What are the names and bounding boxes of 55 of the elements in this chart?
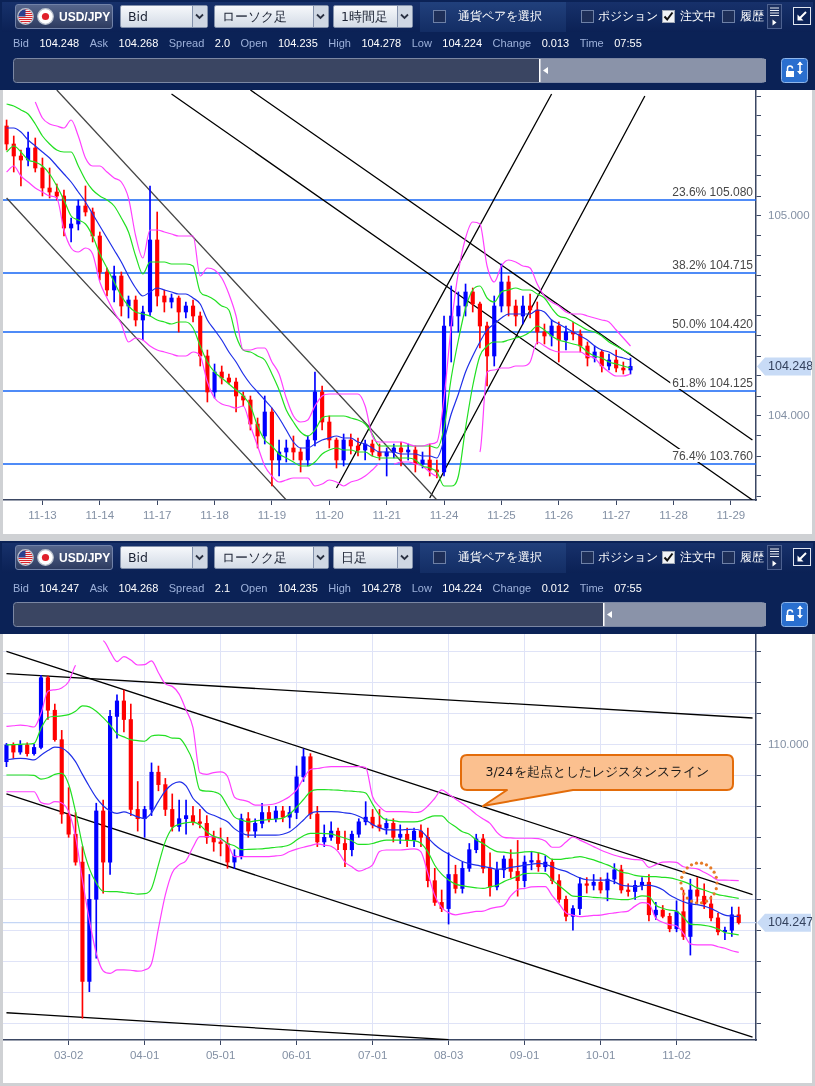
x-tick-label: 03-02 — [53, 1049, 84, 1062]
dropdown: ローソク足 — [214, 546, 329, 569]
x-tick-label: 09-01 — [509, 1049, 540, 1062]
text: ポジション — [598, 9, 658, 23]
dropdown: 1時間足 — [333, 5, 413, 28]
ref-line-label: 50.0% 104.420 — [672, 316, 754, 331]
x-tick-label: 11-29 — [716, 509, 746, 522]
dropdown: 日足 — [333, 546, 413, 569]
text: 履歴 — [740, 9, 764, 23]
annotation: 3/24を起点としたレジスタンスライン — [484, 763, 710, 781]
y-tick-label: 104.248 — [768, 358, 814, 373]
text: Bid 104.248 Ask 104.268 Spread 2.0 Open 104.235 High 104.278 Low 104.224 Change 0.013 Time 07:55 — [13, 37, 642, 49]
dropdown: Bid — [120, 5, 208, 28]
chart-title: USD/JPY — [59, 10, 111, 24]
line-series — [5, 791, 740, 974]
x-tick-label: 11-21 — [372, 509, 401, 522]
y-tick-label: 110.000 — [768, 737, 809, 750]
text: 履歴 — [740, 550, 764, 564]
x-tick-label: 11-17 — [142, 509, 172, 522]
x-tick-label: 06-01 — [281, 1049, 312, 1062]
x-tick-label: 08-03 — [433, 1049, 464, 1062]
x-tick-label: 11-19 — [257, 509, 287, 522]
text: 通貨ペアを選択 — [458, 9, 542, 23]
x-tick-label: 04-01 — [129, 1049, 160, 1062]
ref-line-label: 38.2% 104.715 — [672, 257, 754, 272]
x-tick-label: 11-28 — [659, 509, 688, 522]
x-tick-label: 11-18 — [200, 509, 229, 522]
x-tick-label: 11-27 — [601, 509, 631, 522]
y-tick-label: 104.000 — [768, 409, 810, 422]
y-tick-label: 104.247 — [768, 915, 814, 930]
button: USD/JPY — [15, 545, 113, 570]
x-tick-label: 11-26 — [544, 509, 574, 522]
line-series — [5, 705, 740, 899]
x-tick-label: 11-24 — [429, 509, 459, 522]
y-tick-label: 105.000 — [768, 209, 810, 222]
text: 注文中 — [680, 550, 716, 564]
text: ポジション — [598, 550, 658, 564]
ref-line-label: 23.6% 105.080 — [672, 184, 754, 199]
x-tick-label: 07-01 — [357, 1049, 388, 1062]
x-tick-label: 11-20 — [315, 509, 344, 522]
x-tick-label: 10-01 — [585, 1049, 616, 1062]
dropdown: Bid — [120, 546, 208, 569]
x-tick-label: 11-02 — [662, 1049, 691, 1062]
chart-title: USD/JPY — [59, 551, 111, 565]
button: USD/JPY — [15, 4, 113, 29]
ref-line-label: 76.4% 103.760 — [672, 448, 754, 463]
x-tick-label: 11-25 — [487, 509, 516, 522]
text: 注文中 — [680, 9, 716, 23]
x-tick-label: 05-01 — [205, 1049, 236, 1062]
text: Bid 104.247 Ask 104.268 Spread 2.1 Open 104.235 High 104.278 Low 104.224 Change 0.012 Time 07:55 — [13, 582, 642, 594]
x-tick-label: 11-14 — [85, 509, 115, 522]
dropdown: ローソク足 — [214, 5, 329, 28]
text: 通貨ペアを選択 — [458, 550, 542, 564]
x-tick-label: 11-13 — [28, 509, 57, 522]
ref-line-label: 61.8% 104.125 — [672, 375, 754, 390]
